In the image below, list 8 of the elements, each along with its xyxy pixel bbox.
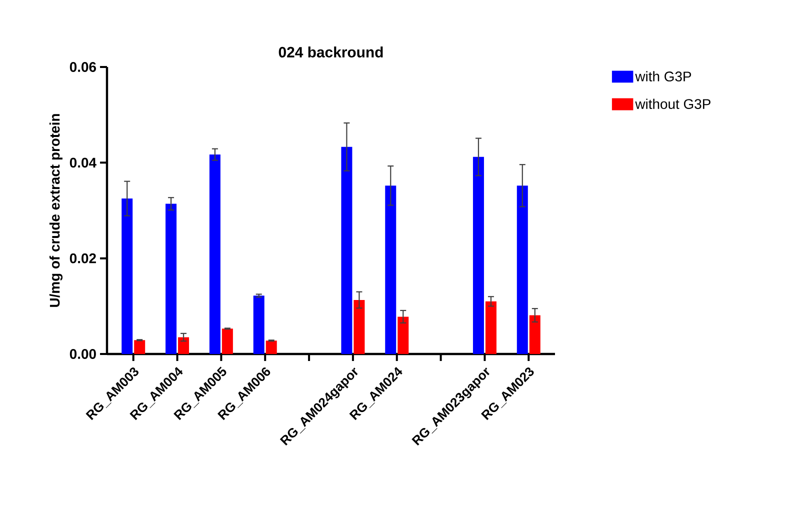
chart-title: 024 backround	[278, 46, 383, 58]
y-tick-label: 0.00	[70, 349, 96, 359]
y-axis-title: U/mg of crude extract protein	[49, 114, 63, 307]
y-tick-label: 0.02	[70, 253, 96, 264]
y-tick-label: 0.04	[70, 158, 96, 168]
y-tick-label: 0.06	[70, 62, 96, 72]
legend-label: with G3P	[635, 71, 692, 82]
legend-label: without G3P	[635, 98, 710, 109]
